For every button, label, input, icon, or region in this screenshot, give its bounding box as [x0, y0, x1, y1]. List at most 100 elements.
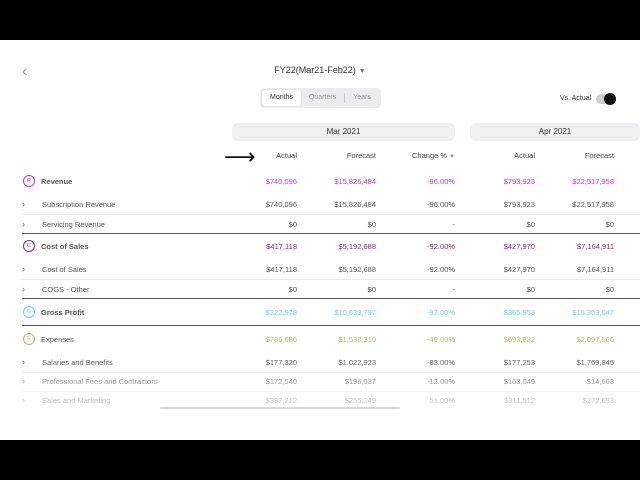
row-label: Salaries and Benefits	[42, 358, 113, 367]
cell-forecast-apr: $22,517,958	[572, 200, 614, 209]
col-header-change-label: Change %	[412, 151, 448, 160]
cell-change-mar: -92.00%	[427, 242, 455, 251]
cell-actual-apr: $793,923	[503, 200, 535, 209]
period-label: FY22(Mar21-Feb22)	[274, 65, 356, 75]
cell-change-mar: -83.00%	[427, 358, 455, 367]
cell-actual-mar: $0	[288, 220, 297, 229]
cell-forecast-mar: $1,022,923	[338, 358, 376, 367]
table-row-cogs-other[interactable]: › COGS - Other $0 $0 - $0 $0	[22, 280, 640, 299]
vs-actual-toggle[interactable]	[596, 93, 616, 105]
cell-actual-mar: $177,320	[265, 358, 297, 367]
chevron-right-icon[interactable]: ›	[22, 219, 25, 229]
table-row-salaries-and-benefits[interactable]: › Salaries and Benefits $177,320 $1,022,…	[22, 353, 640, 373]
cell-forecast-mar: $15,826,484	[334, 177, 376, 186]
cell-actual-apr: $0	[526, 285, 535, 294]
row-label: Sales and Marketing	[42, 396, 111, 405]
section-divider	[22, 233, 640, 234]
cell-forecast-apr: $14,663	[586, 377, 614, 386]
row-label: Subscription Revenue	[42, 200, 116, 209]
cell-forecast-mar: $15,826,484	[334, 200, 376, 209]
table-row-cost-of-sales-detail[interactable]: › Cost of Sales $417,118 $5,192,688 -92.…	[22, 260, 640, 280]
cell-forecast-mar: $5,192,688	[338, 242, 376, 251]
cell-actual-apr: $163,049	[503, 377, 535, 386]
cell-actual-mar: $786,686	[265, 335, 297, 344]
cell-change-mar: -96.00%	[427, 177, 455, 186]
cell-forecast-mar: $5,192,688	[338, 265, 376, 274]
section-divider	[22, 325, 640, 326]
table-row-revenue[interactable]: R Revenue $740,096 $15,826,484 -96.00% $…	[22, 172, 640, 191]
cell-forecast-mar: $255,249	[344, 396, 376, 405]
cell-forecast-apr: $7,164,911	[577, 265, 614, 274]
cell-actual-mar: $387,212	[265, 396, 297, 405]
cell-actual-apr: $177,253	[503, 358, 535, 367]
forecast-screen: ‹ FY22(Mar21-Feb22) ▼ Months Quarters Yea…	[0, 40, 640, 440]
cell-actual-apr: $365,953	[503, 308, 535, 317]
chevron-right-icon[interactable]: ›	[22, 199, 25, 209]
view-segmented-control: Months Quarters Years	[260, 88, 381, 108]
back-chevron-icon[interactable]: ‹	[22, 63, 28, 80]
tab-quarters[interactable]: Quarters	[308, 94, 337, 101]
row-label: Cost of Sales	[42, 265, 87, 274]
cell-actual-apr: $427,970	[503, 242, 535, 251]
cell-forecast-apr: $22,517,958	[572, 177, 614, 186]
month-header-mar-2021: Mar 2021	[232, 123, 455, 141]
chevron-right-icon[interactable]: ›	[22, 357, 25, 367]
chevron-right-icon[interactable]: ›	[22, 264, 25, 274]
cell-actual-mar: $322,978	[265, 308, 297, 317]
row-label: Revenue	[41, 177, 73, 186]
horizontal-scrollbar[interactable]	[160, 407, 400, 409]
cell-forecast-apr: $2,097,566	[576, 335, 614, 344]
table-row-cost-of-sales[interactable]: C Cost of Sales $417,118 $5,192,688 -92.…	[22, 237, 640, 256]
col-header-forecast-apr[interactable]: Forecast	[584, 151, 614, 160]
cell-actual-mar: $417,118	[266, 242, 297, 251]
cell-forecast-mar: $196,037	[344, 377, 376, 386]
cell-forecast-apr: $1,769,845	[576, 358, 614, 367]
cell-forecast-mar: $0	[367, 220, 376, 229]
tab-months[interactable]: Months	[262, 90, 301, 106]
chevron-down-icon: ▼	[358, 68, 366, 75]
chevron-right-icon[interactable]: ›	[22, 376, 25, 386]
row-label: Expenses	[41, 335, 74, 344]
chevron-right-icon[interactable]: ›	[22, 395, 25, 405]
col-header-forecast-mar[interactable]: Forecast	[346, 151, 376, 160]
cell-forecast-apr: $272,693	[582, 396, 614, 405]
gross-profit-badge-icon: G	[23, 306, 35, 318]
col-header-change-mar[interactable]: Change % ▼	[390, 151, 455, 160]
tab-years[interactable]: Years	[353, 94, 371, 101]
table-row-gross-profit[interactable]: G Gross Profit $322,978 $10,633,797 -97.…	[22, 303, 640, 322]
cell-actual-mar: $740,096	[265, 177, 297, 186]
expenses-badge-icon: E	[23, 333, 35, 345]
tab-divider	[344, 93, 346, 103]
vs-actual-label: Vs. Actual	[560, 95, 592, 102]
arrow-right-icon: ⟶	[224, 144, 256, 169]
row-label: Servicing Revenue	[42, 220, 105, 229]
cell-actual-apr: $793,923	[503, 177, 535, 186]
toggle-knob	[604, 93, 616, 105]
col-header-actual-apr[interactable]: Actual	[514, 151, 535, 160]
table-row-expenses[interactable]: E Expenses $786,686 $1,538,310 -49.00% $…	[22, 330, 640, 349]
chevron-right-icon[interactable]: ›	[22, 284, 25, 294]
section-divider	[22, 298, 640, 299]
month-header-apr-2021: Apr 2021	[470, 123, 640, 141]
cell-forecast-mar: $0	[367, 285, 376, 294]
col-header-actual-mar[interactable]: Actual	[276, 151, 297, 160]
cell-change-mar: -49.00%	[427, 335, 455, 344]
cell-forecast-apr: $0	[605, 285, 614, 294]
cell-actual-apr: $311,512	[504, 396, 535, 405]
cell-actual-mar: $740,096	[265, 200, 297, 209]
caret-down-icon: ▼	[449, 154, 455, 160]
cell-change-mar: -	[452, 220, 456, 229]
table-row-professional-fees[interactable]: › Professional Fees and Contractors $172…	[22, 372, 640, 392]
cell-change-mar: -12.00%	[427, 377, 455, 386]
cell-forecast-apr: $0	[605, 220, 614, 229]
period-selector[interactable]: FY22(Mar21-Feb22) ▼	[270, 65, 370, 75]
cell-actual-apr: $427,970	[503, 265, 535, 274]
row-label: Cost of Sales	[41, 242, 89, 251]
cell-change-mar: -92.00%	[427, 265, 455, 274]
cell-change-mar: -	[452, 285, 456, 294]
revenue-badge-icon: R	[23, 175, 35, 187]
cell-change-mar: -97.00%	[427, 308, 455, 317]
cell-change-mar: 51.00%	[429, 396, 455, 405]
table-row-subscription-revenue[interactable]: › Subscription Revenue $740,096 $15,826,…	[22, 195, 640, 215]
table-row-servicing-revenue[interactable]: › Servicing Revenue $0 $0 - $0 $0	[22, 215, 640, 234]
